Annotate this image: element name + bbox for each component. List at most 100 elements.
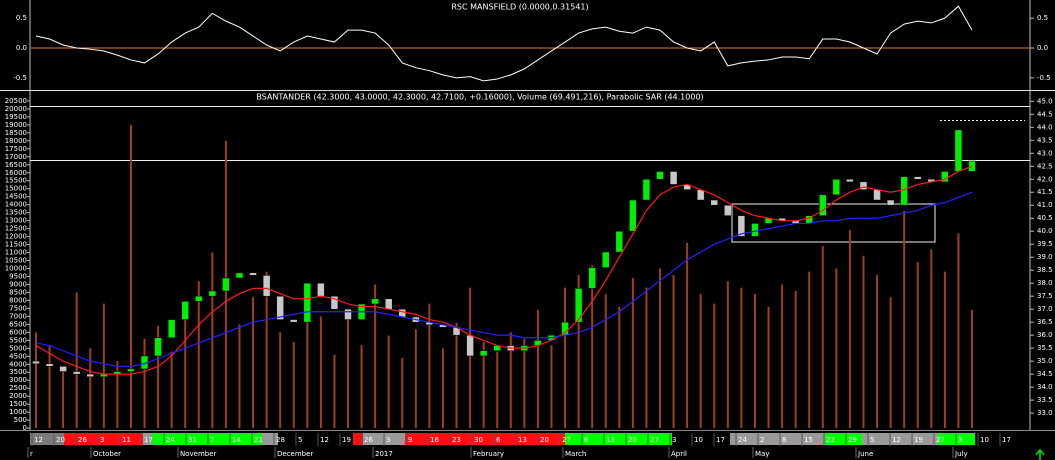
volume-bar — [672, 274, 675, 429]
volume-bar — [740, 287, 743, 429]
volume-tick-label: 15000 — [5, 185, 27, 193]
volume-bar — [781, 284, 784, 429]
x-tick-label: 16 — [430, 436, 439, 444]
x-tick-label: 8 — [782, 436, 786, 444]
volume-tick-label: 10500 — [5, 257, 27, 265]
indicator-title: RSC MANSFIELD (0.0000,0.31541) — [451, 3, 588, 12]
scroll-arrow[interactable] — [1035, 448, 1045, 460]
price-tick-label: 42.0 — [1037, 175, 1053, 183]
month-label: March — [565, 450, 586, 458]
chart-title: BSANTANDER (42.3000, 43.0000, 42.3000, 4… — [256, 93, 703, 102]
volume-bar — [414, 329, 417, 429]
trend-segment — [565, 433, 672, 445]
range-box — [731, 203, 936, 243]
month-label: December — [277, 450, 313, 458]
candle — [615, 230, 624, 253]
volume-bar — [469, 287, 472, 429]
price-tick-label: 33.0 — [1037, 409, 1053, 417]
volume-bar — [35, 332, 37, 429]
price-tick-label: 39.5 — [1037, 240, 1053, 248]
x-tick-label: 13 — [518, 436, 527, 444]
volume-bar — [482, 341, 485, 429]
volume-tick-label: 14000 — [5, 201, 27, 209]
x-tick-label: 14 — [232, 436, 241, 444]
x-tick-label: 30 — [474, 436, 483, 444]
candle — [330, 295, 339, 310]
volume-bar — [930, 249, 933, 429]
price-tick-label: 44.0 — [1037, 123, 1053, 131]
volume-bar — [143, 338, 146, 429]
x-tick-label: 27 — [936, 436, 945, 444]
volume-tick-label: 16000 — [5, 169, 27, 177]
trend-segment — [30, 433, 64, 445]
volume-tick-label: 5500 — [9, 336, 27, 344]
price-tick-label: 43.0 — [1037, 149, 1053, 157]
candle — [846, 179, 854, 183]
candle — [913, 176, 922, 180]
x-tick-label: 6 — [496, 436, 501, 444]
candle — [900, 176, 908, 206]
trend-segment — [825, 433, 862, 445]
candle — [574, 288, 583, 323]
volume-bar — [971, 310, 973, 429]
volume-tick-label: 5000 — [9, 344, 27, 352]
candle — [235, 272, 244, 279]
x-tick-label: 19 — [914, 436, 923, 444]
x-tick-label: 9 — [408, 436, 412, 444]
price-tick-label: 40.0 — [1037, 227, 1053, 235]
volume-bar — [496, 351, 499, 429]
candle — [181, 301, 189, 320]
volume-tick-label: 12500 — [5, 225, 27, 233]
volume-bar — [509, 332, 512, 429]
volume-tick-label: 18500 — [5, 129, 27, 137]
plot-area: 0.5 0.5 0.0 0.0 -0.5 -0.5 33.0 33.5 34.0 34.5 35.0… — [5, 5, 1053, 458]
volume-bar — [808, 271, 811, 429]
candle — [371, 298, 379, 305]
volume-tick-label: 14500 — [5, 193, 27, 201]
volume-tick-label: 3500 — [9, 368, 27, 376]
candle — [954, 129, 963, 172]
volume-bar — [631, 278, 634, 429]
volume-tick-label: 8000 — [9, 296, 27, 304]
price-tick-label: 41.5 — [1037, 188, 1053, 196]
candle — [398, 308, 407, 318]
month-label: February — [473, 450, 504, 458]
volume-tick-label: 1500 — [9, 400, 27, 408]
volume-bar — [794, 290, 797, 429]
candle — [127, 368, 135, 372]
candle — [669, 171, 678, 185]
volume-bar — [957, 233, 960, 429]
x-tick-label: 17 — [716, 436, 725, 444]
price-tick-label: 39.0 — [1037, 253, 1053, 261]
volume-tick-label: 13500 — [5, 209, 27, 217]
month-label: October — [93, 450, 121, 458]
x-tick-label: 20 — [540, 436, 549, 444]
volume-tick-label: 2500 — [9, 384, 27, 392]
trend-segment — [353, 433, 363, 445]
volume-bar — [428, 303, 431, 429]
candle — [86, 373, 95, 377]
x-tick-label: 7 — [210, 436, 214, 444]
volume-bar — [238, 324, 241, 429]
candle — [45, 363, 54, 367]
candle — [601, 251, 610, 268]
volume-tick-label: 3000 — [9, 376, 27, 384]
price-tick-label: 37.5 — [1037, 292, 1053, 300]
x-tick-label: 12 — [34, 436, 43, 444]
volume-tick-label: 7500 — [9, 304, 27, 312]
volume-tick-label: 4000 — [9, 360, 27, 368]
volume-bar — [604, 294, 607, 429]
x-tick-label: 23 — [452, 436, 461, 444]
candle — [32, 360, 40, 364]
volume-bar — [401, 357, 404, 429]
candle — [167, 319, 176, 339]
month-label: June — [857, 450, 873, 458]
volume-bar — [943, 271, 946, 429]
candle — [195, 295, 203, 302]
volume-tick-label: 17500 — [5, 145, 27, 153]
y-tick-label: 0.5 — [1037, 14, 1048, 22]
volume-bar — [319, 316, 322, 429]
price-tick-label: 38.5 — [1037, 266, 1053, 274]
candle — [222, 277, 230, 292]
